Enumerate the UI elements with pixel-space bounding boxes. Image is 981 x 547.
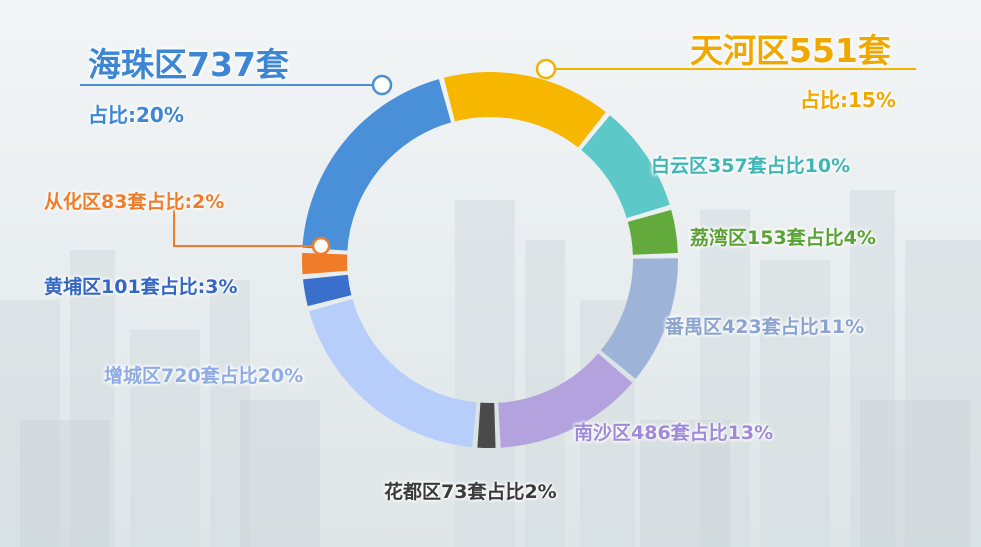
label-huangpu: 黄埔区101套占比:3% [44, 276, 238, 298]
label-tianhe: 天河区551套 [690, 31, 891, 70]
label-haizhu: 海珠区737套 [88, 45, 289, 84]
slice-panyu [600, 258, 679, 379]
label-haizhu-share: 占比:20% [88, 103, 184, 127]
slice-liwan [627, 209, 678, 255]
leader-lines [80, 58, 916, 256]
slice-huadu [477, 402, 496, 448]
donut-slices [301, 71, 679, 448]
label-baiyun: 白云区357套占比10% [651, 155, 851, 177]
slice-conghua [301, 252, 348, 275]
slice-tianhe [443, 71, 606, 148]
leader-dot-haizhu [371, 74, 393, 96]
label-tianhe-share: 占比:15% [800, 88, 896, 112]
slice-haizhu [302, 79, 452, 251]
label-liwan: 荔湾区153套占比4% [690, 227, 876, 249]
slice-zengcheng [309, 298, 477, 448]
leader-dot-conghua [311, 236, 331, 256]
label-panyu: 番禺区423套占比11% [665, 316, 865, 338]
slice-nansha [498, 353, 633, 448]
leader-dot-tianhe [535, 58, 557, 80]
label-huadu: 花都区73套占比2% [384, 481, 557, 503]
slice-huangpu [303, 274, 352, 307]
label-zengcheng: 增城区720套占比20% [104, 365, 304, 387]
label-nansha: 南沙区486套占比13% [574, 422, 774, 444]
label-conghua: 从化区83套占比:2% [44, 191, 225, 213]
slice-baiyun [581, 115, 670, 219]
leader-line-conghua [173, 208, 318, 247]
